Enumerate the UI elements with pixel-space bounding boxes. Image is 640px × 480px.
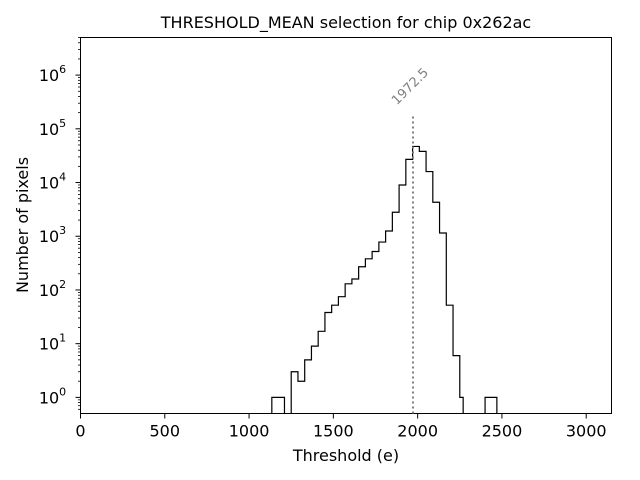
histogram-bin: [453, 356, 460, 414]
histogram-bin: [291, 372, 298, 414]
histogram-bin: [345, 284, 352, 414]
y-tick-label: 101: [39, 332, 66, 354]
histogram-bin: [272, 397, 285, 413]
histogram-bin: [406, 159, 413, 413]
plot-frame: [80, 37, 612, 414]
y-tick-label: 100: [39, 385, 66, 407]
x-tick-label: 2000: [397, 422, 438, 441]
histogram-bin: [359, 267, 366, 414]
histogram-bin: [365, 259, 372, 414]
histogram-bin: [446, 305, 453, 413]
plot-area: 0 500 1000 1500 2000 2500 3000 100 101 102 103 104…: [39, 37, 612, 441]
histogram-bins: [272, 146, 497, 413]
x-tick-label: 0: [75, 422, 85, 441]
histogram-bin: [332, 305, 339, 413]
histogram-bin: [433, 202, 440, 413]
histogram-bin: [352, 279, 359, 414]
histogram-bin: [386, 231, 393, 413]
y-tick-label: 106: [39, 63, 66, 85]
y-axis: 100 101 102 103 104 105 106: [39, 37, 81, 410]
histogram-bin: [305, 360, 312, 414]
histogram-outline: [271, 145, 498, 414]
histogram-bin: [379, 242, 386, 413]
x-axis: 0 500 1000 1500 2000 2500 3000: [75, 413, 607, 441]
y-tick-label: 104: [39, 171, 66, 193]
y-tick-label: 103: [39, 224, 66, 246]
histogram-bin: [311, 346, 318, 413]
histogram-bin: [325, 313, 332, 414]
histogram-bin: [440, 233, 447, 414]
histogram-bin: [392, 212, 399, 413]
histogram-bin: [298, 381, 305, 413]
x-tick-label: 500: [150, 422, 181, 441]
histogram-bin: [318, 331, 325, 413]
threshold-label: 1972.5: [389, 66, 432, 109]
y-axis-label: Number of pixels: [13, 157, 32, 293]
chart-title: THRESHOLD_MEAN selection for chip 0x262a…: [160, 13, 531, 33]
histogram-bin: [372, 251, 379, 413]
x-tick-label: 1500: [313, 422, 354, 441]
histogram-bin: [399, 185, 406, 414]
x-axis-label: Threshold (e): [292, 446, 399, 465]
x-tick-label: 1000: [229, 422, 270, 441]
histogram-bin: [338, 297, 345, 414]
x-tick-label: 3000: [566, 422, 607, 441]
histogram-bin: [419, 151, 426, 413]
histogram-bin: [485, 397, 497, 413]
histogram-bin: [426, 172, 433, 414]
x-tick-label: 2500: [482, 422, 523, 441]
y-tick-label: 102: [39, 278, 66, 300]
y-tick-label: 105: [39, 117, 66, 139]
